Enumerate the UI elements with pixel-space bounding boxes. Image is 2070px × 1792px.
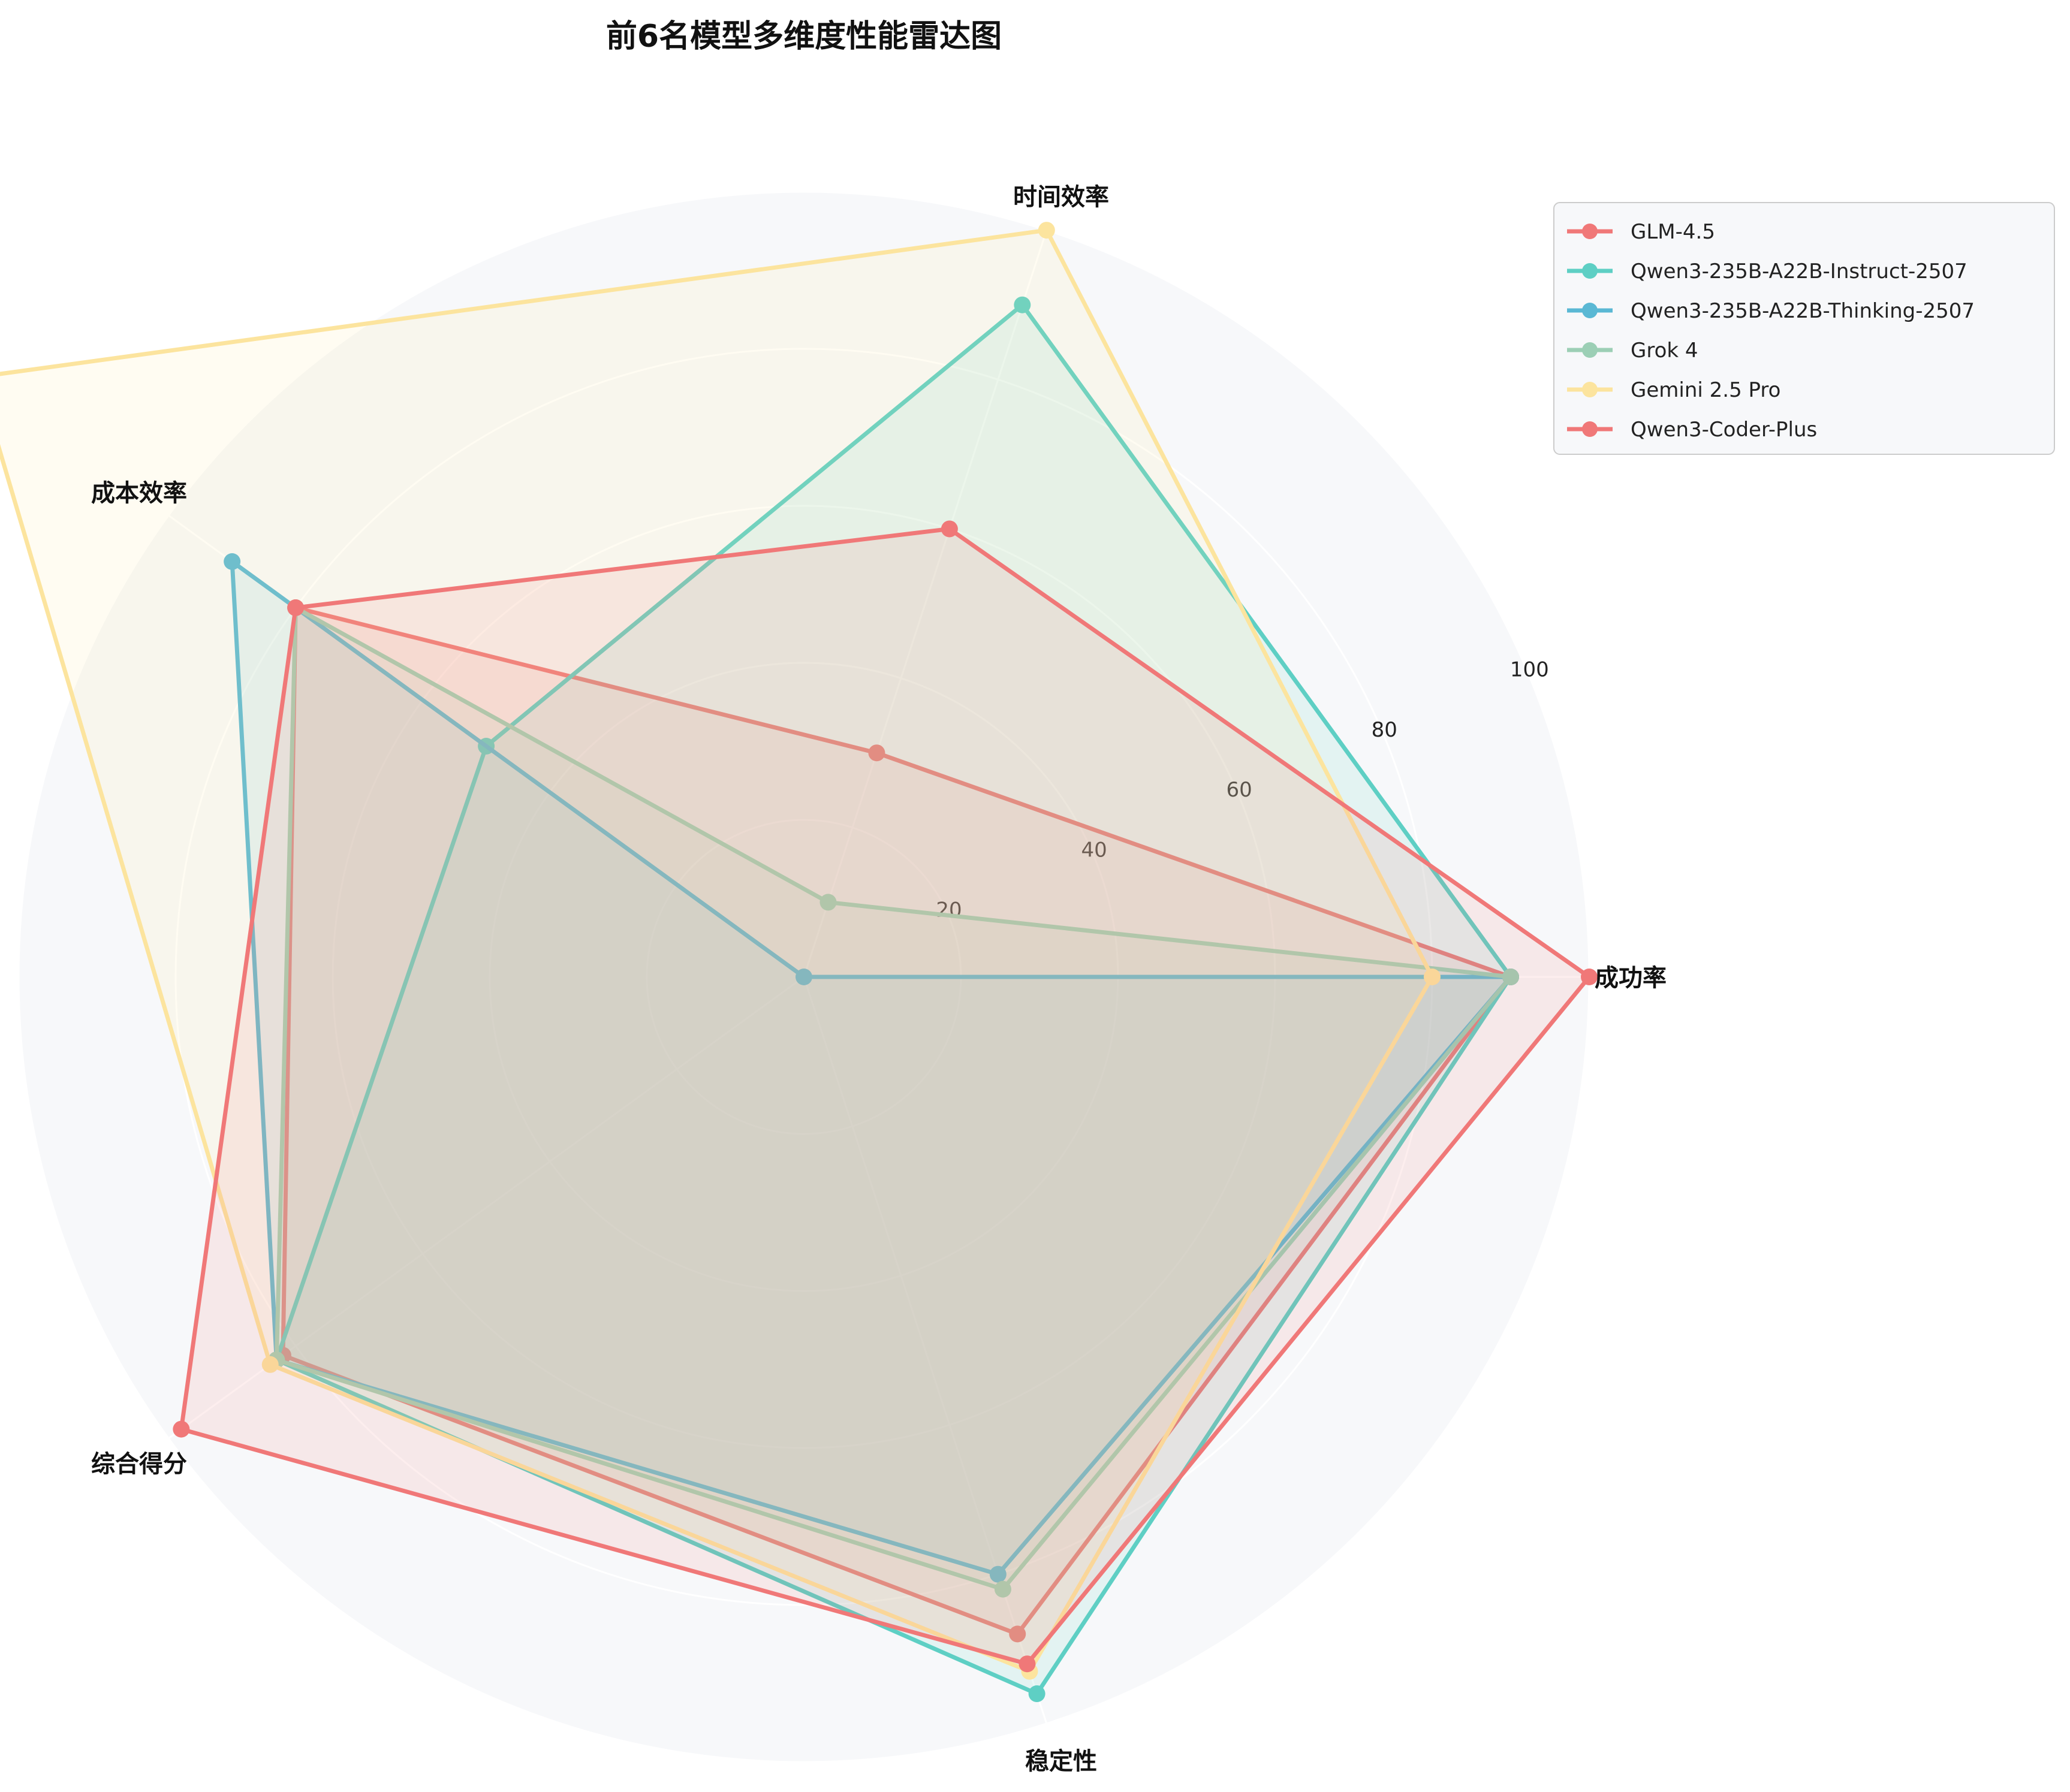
series-point <box>261 1356 279 1373</box>
series-point <box>1028 1685 1045 1703</box>
legend-item[interactable]: Qwen3-235B-A22B-Thinking-2507 <box>1567 299 1975 323</box>
chart-title: 前6名模型多维度性能雷达图 <box>606 19 1002 55</box>
series-point <box>1502 969 1519 985</box>
series-layer <box>0 222 1598 1703</box>
series-3 <box>268 599 1519 1598</box>
series-5 <box>173 520 1598 1673</box>
series-point <box>1014 296 1031 313</box>
series-point <box>1581 969 1598 985</box>
legend-item[interactable]: Qwen3-235B-A22B-Instruct-2507 <box>1567 260 1967 283</box>
series-polygon <box>281 605 1513 1636</box>
r-tick-label: 60 <box>1227 778 1252 802</box>
legend-label: Qwen3-235B-A22B-Instruct-2507 <box>1631 260 1967 283</box>
series-point <box>287 599 305 617</box>
series-polygon <box>0 228 1435 1674</box>
legend-label: Qwen3-Coder-Plus <box>1631 418 1817 442</box>
legend-label: Grok 4 <box>1631 339 1698 363</box>
legend-swatch-marker <box>1582 382 1598 397</box>
axis-label: 成本效率 <box>91 479 187 507</box>
series-point <box>1424 969 1441 985</box>
series-point <box>224 553 241 571</box>
series-polygon <box>230 559 1513 1577</box>
series-point <box>941 520 958 538</box>
legend-item[interactable]: Qwen3-Coder-Plus <box>1567 418 1817 442</box>
series-point <box>819 894 837 911</box>
legend-box <box>1553 202 2055 455</box>
legend-item[interactable]: GLM-4.5 <box>1567 220 1715 244</box>
legend-swatch-marker <box>1582 421 1598 437</box>
grid-spoke <box>803 976 1048 1724</box>
series-point <box>989 1565 1007 1583</box>
series-point <box>1038 222 1055 239</box>
series-point <box>173 1420 190 1438</box>
axis-label: 时间效率 <box>1013 183 1109 211</box>
legend-swatch-marker <box>1582 342 1598 358</box>
r-tick-label: 40 <box>1081 838 1107 862</box>
series-polygon <box>179 526 1592 1666</box>
series-2 <box>224 553 1519 1583</box>
axis-label: 稳定性 <box>1025 1748 1097 1775</box>
r-tick-label: 80 <box>1372 718 1397 742</box>
grid-spoke <box>803 230 1048 978</box>
series-point <box>1009 1625 1026 1643</box>
series-4 <box>0 222 1441 1680</box>
axis-label: 综合得分 <box>91 1450 187 1478</box>
legend-item[interactable]: Gemini 2.5 Pro <box>1567 378 1780 402</box>
legend[interactable]: GLM-4.5 Qwen3-235B-A22B-Instruct-2507 Qwen… <box>1553 202 2055 455</box>
series-point <box>868 744 885 762</box>
legend-label: GLM-4.5 <box>1631 220 1715 244</box>
legend-swatch-marker <box>1582 263 1598 279</box>
legend-item[interactable]: Grok 4 <box>1567 339 1698 363</box>
series-0 <box>274 599 1519 1643</box>
legend-label: Qwen3-235B-A22B-Thinking-2507 <box>1631 299 1975 323</box>
series-point <box>796 969 812 985</box>
axis-label: 成功率 <box>1595 964 1667 992</box>
legend-label: Gemini 2.5 Pro <box>1631 378 1780 402</box>
legend-swatch-marker <box>1582 224 1598 239</box>
legend-swatch-marker <box>1582 303 1598 318</box>
r-tick-label: 100 <box>1510 658 1549 682</box>
series-polygon <box>274 605 1513 1592</box>
series-point <box>1019 1655 1036 1673</box>
series-point <box>994 1580 1011 1598</box>
